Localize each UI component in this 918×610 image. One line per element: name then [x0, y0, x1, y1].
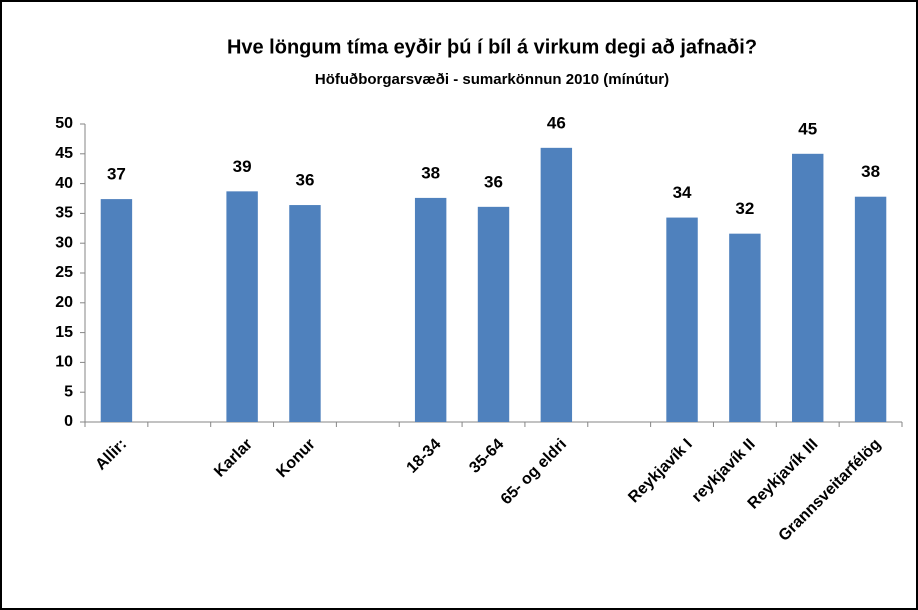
value-label: 32: [735, 199, 754, 218]
chart-subtitle: Höfuðborgarsvæði - sumarkönnun 2010 (mín…: [315, 71, 669, 88]
bar: [666, 217, 698, 422]
y-tick-label: 45: [55, 145, 73, 162]
y-tick-label: 40: [55, 175, 73, 192]
y-tick-label: 50: [55, 115, 73, 132]
value-label: 36: [296, 171, 315, 190]
bar: [477, 206, 510, 422]
bar: [414, 197, 447, 422]
y-tick-label: 5: [64, 383, 73, 400]
value-label: 38: [861, 162, 880, 181]
y-tick-label: 30: [55, 234, 73, 251]
value-label: 46: [547, 113, 566, 132]
y-tick-label: 25: [55, 264, 73, 281]
value-label: 39: [233, 157, 252, 176]
y-tick-label: 35: [55, 205, 73, 222]
bar: [100, 199, 133, 422]
value-label: 45: [798, 119, 817, 138]
chart-title: Hve löngum tíma eyðir þú í bíl á virkum …: [227, 36, 757, 58]
value-label: 38: [421, 163, 440, 182]
bar: [854, 196, 887, 422]
y-tick-label: 20: [55, 294, 73, 311]
value-label: 37: [107, 165, 126, 184]
value-label: 36: [484, 172, 503, 191]
value-label: 34: [673, 183, 692, 202]
y-tick-label: 10: [55, 354, 73, 371]
bar: [729, 233, 761, 422]
bar: [226, 191, 258, 422]
y-tick-label: 15: [55, 324, 73, 341]
y-tick-label: 0: [64, 413, 73, 430]
bar: [289, 205, 321, 422]
bar: [792, 153, 824, 423]
bar: [540, 147, 573, 422]
